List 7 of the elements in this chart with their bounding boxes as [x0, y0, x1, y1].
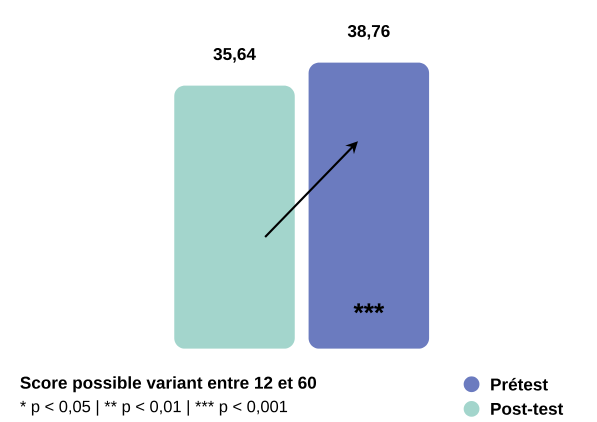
legend-label: Prétest	[491, 378, 548, 391]
data-label: 35,64	[213, 48, 256, 63]
text: Score possible variant entre 12 et 60	[20, 376, 316, 392]
data-label: 38,76	[348, 25, 390, 40]
text: * p < 0,05 | ** p < 0,01 | *** p < 0,001	[20, 400, 288, 416]
legend-label: Post-test	[491, 403, 564, 416]
annotation: ***	[354, 304, 384, 314]
